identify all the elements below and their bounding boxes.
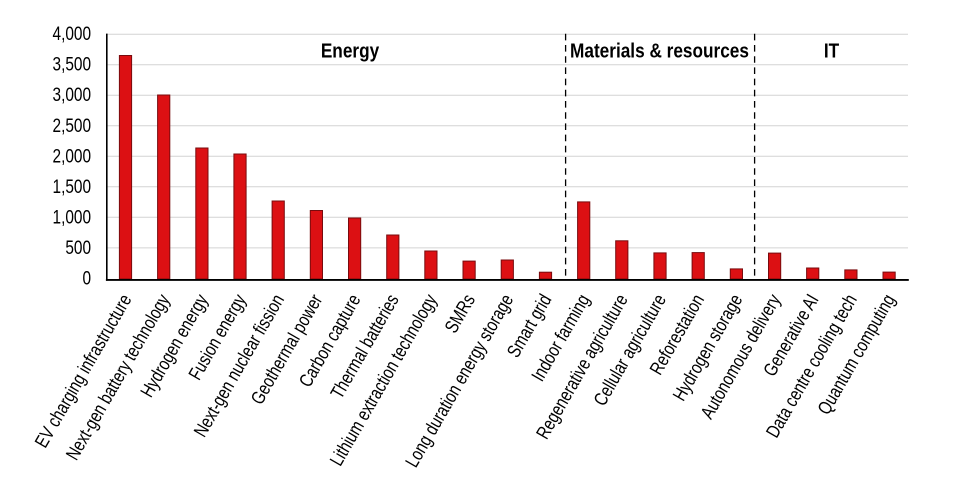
- svg-text:3,000: 3,000: [53, 84, 91, 106]
- svg-text:2,500: 2,500: [53, 114, 91, 136]
- svg-text:4,000: 4,000: [53, 23, 91, 45]
- svg-text:IT: IT: [824, 40, 840, 63]
- svg-text:Materials & resources: Materials & resources: [570, 40, 749, 63]
- svg-text:Energy: Energy: [321, 40, 380, 63]
- svg-text:2,000: 2,000: [53, 145, 91, 167]
- svg-text:0: 0: [82, 267, 91, 289]
- svg-text:1,000: 1,000: [53, 206, 91, 228]
- svg-text:500: 500: [65, 236, 91, 258]
- svg-text:3,500: 3,500: [53, 53, 91, 75]
- svg-text:1,500: 1,500: [53, 175, 91, 197]
